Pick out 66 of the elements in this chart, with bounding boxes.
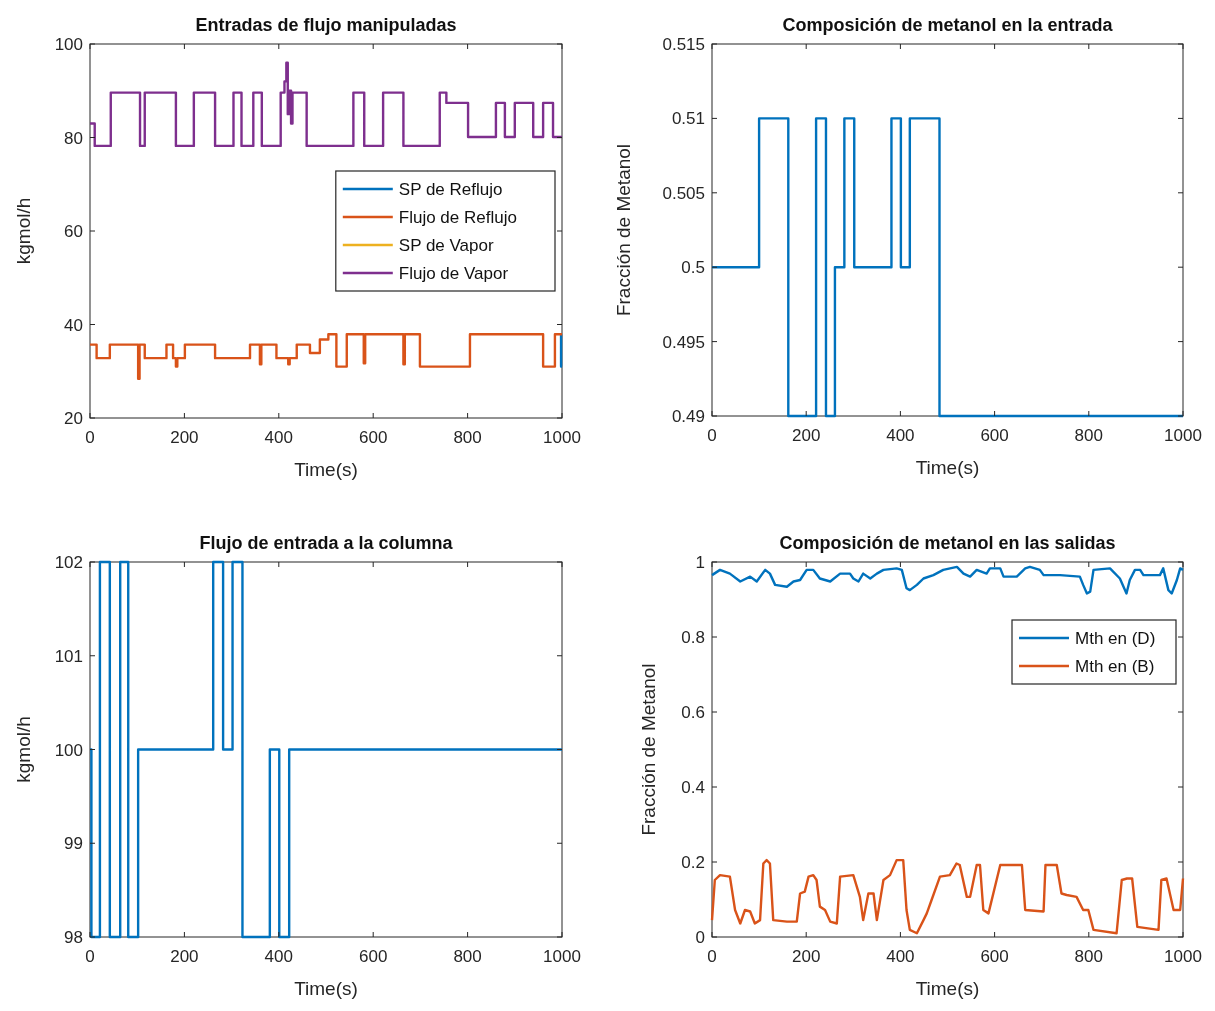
chart-title: Flujo de entrada a la columna [199,533,454,553]
y-axis-title: kgmol/h [13,716,34,783]
x-tick-label: 0 [707,947,717,966]
x-tick-label: 0 [85,428,95,447]
x-tick-label: 0 [85,947,95,966]
y-tick-label: 98 [64,928,83,947]
x-axis-title: Time(s) [915,978,980,999]
x-tick-label: 200 [170,947,199,966]
x-tick-label: 200 [792,947,821,966]
legend-label: Flujo de Reflujo [398,208,517,227]
x-tick-label: 800 [453,428,482,447]
y-tick-label: 0.505 [662,183,705,203]
y-tick-label: 20 [64,409,83,428]
legend-label: Mth en (D) [1075,629,1156,648]
x-tick-label: 600 [359,428,388,447]
x-tick-label: 400 [264,428,293,447]
x-tick-label: 400 [264,947,293,966]
x-tick-label: 600 [980,426,1009,445]
y-tick-label: 0.8 [681,628,705,647]
x-tick-label: 1000 [1164,426,1202,445]
y-tick-label: 101 [54,646,83,666]
x-tick-label: 800 [1074,947,1103,966]
y-tick-label: 0.49 [671,407,705,426]
y-tick-label: 0.5 [681,258,705,278]
x-axis-title: Time(s) [294,978,358,999]
x-axis-title: Time(s) [915,457,980,478]
y-tick-label: 40 [64,315,83,335]
y-tick-label: 0.51 [671,109,705,129]
y-tick-label: 60 [64,222,83,241]
y-axis-title: Fracción de Metanol [638,663,659,836]
x-tick-label: 600 [980,947,1009,966]
x-tick-label: 400 [886,947,915,966]
y-axis-title: kgmol/h [13,197,34,265]
y-axis-title: Fracción de Metanol [613,143,634,317]
line-series [710,565,1185,595]
y-tick-label: 0.515 [662,35,705,54]
y-tick-label: 0.2 [681,853,705,872]
x-tick-label: 0 [707,426,717,445]
line-series [710,858,1185,935]
chart-title: Composición de metanol en la entrada [782,15,1114,35]
x-tick-label: 200 [792,426,821,445]
chart-title: Entradas de flujo manipuladas [195,15,457,35]
x-tick-label: 1000 [543,947,581,966]
y-tick-label: 100 [54,35,83,54]
x-tick-label: 400 [886,426,915,445]
x-tick-label: 1000 [1164,947,1202,966]
y-tick-label: 0.4 [681,778,705,797]
x-axis-title: Time(s) [294,459,358,480]
y-tick-label: 100 [54,740,83,760]
x-tick-label: 800 [453,947,482,966]
x-tick-label: 1000 [543,428,581,447]
y-tick-label: 0 [695,928,705,947]
legend-label: SP de Reflujo [398,180,503,199]
y-tick-label: 1 [695,553,705,572]
legend-label: Mth en (B) [1075,657,1155,676]
y-tick-label: 99 [64,834,83,854]
y-tick-label: 80 [64,128,83,148]
legend-label: Flujo de Vapor [398,264,509,283]
chart-title: Composición de metanol en las salidas [779,533,1116,553]
x-tick-label: 600 [359,947,388,966]
y-tick-label: 0.6 [681,703,705,722]
legend-label: SP de Vapor [398,236,494,255]
x-tick-label: 200 [170,428,199,447]
y-tick-label: 0.495 [662,332,705,352]
x-tick-label: 800 [1074,426,1103,445]
y-tick-label: 102 [54,553,83,572]
